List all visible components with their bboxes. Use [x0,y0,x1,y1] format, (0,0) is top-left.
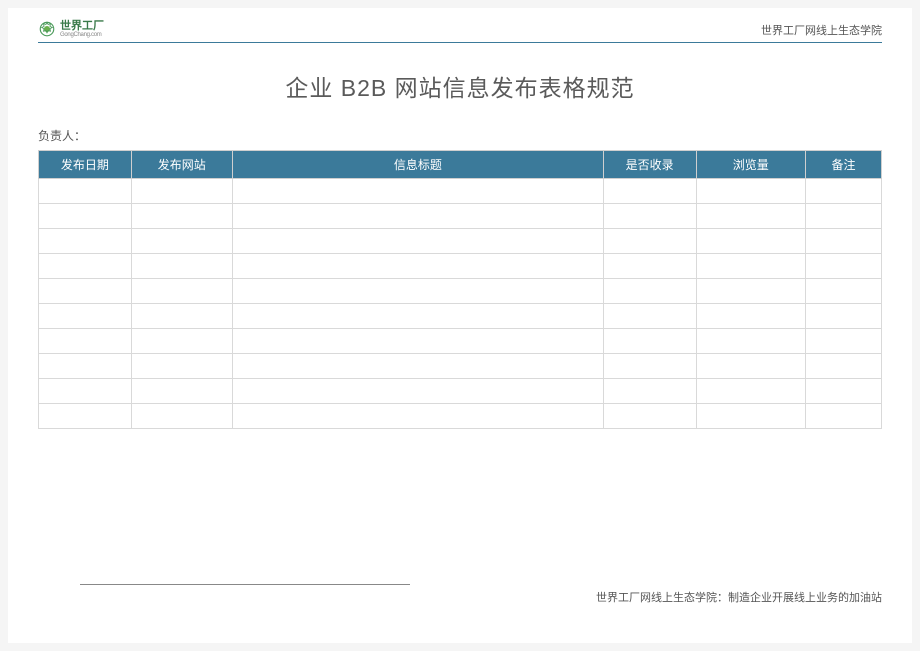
table-row [39,379,882,404]
table-cell [131,229,232,254]
table-row [39,304,882,329]
table-cell [131,304,232,329]
table-cell [39,179,132,204]
table-row [39,329,882,354]
table-cell [232,404,603,429]
table-cell [696,304,806,329]
table-cell [39,229,132,254]
table-row [39,254,882,279]
table-cell [232,279,603,304]
table-cell [232,329,603,354]
logo-text-block: 世界工厂 GongChang.com [60,21,104,38]
table-cell [232,379,603,404]
table-cell [232,354,603,379]
table-row [39,354,882,379]
table-cell [603,179,696,204]
table-cell [603,304,696,329]
table-cell [39,404,132,429]
table-cell [806,179,882,204]
logo-main-text: 世界工厂 [60,21,104,32]
table-cell [603,329,696,354]
table-cell [131,179,232,204]
logo-sub-text: GongChang.com [60,32,104,38]
document-page: 世界工厂 GongChang.com 世界工厂网线上生态学院 企业 B2B 网站… [8,8,912,643]
table-cell [131,279,232,304]
table-cell [131,204,232,229]
table-cell [696,379,806,404]
table-cell [806,379,882,404]
table-cell [603,354,696,379]
table-cell [696,354,806,379]
table-cell [806,229,882,254]
table-cell [806,329,882,354]
table-cell [232,179,603,204]
table-cell [603,279,696,304]
table-cell [39,204,132,229]
table-cell [232,304,603,329]
table-cell [39,279,132,304]
column-header-2: 信息标题 [232,151,603,179]
table-cell [603,254,696,279]
table-cell [696,254,806,279]
table-cell [232,229,603,254]
page-header: 世界工厂 GongChang.com 世界工厂网线上生态学院 [38,20,882,43]
column-header-3: 是否收录 [603,151,696,179]
table-cell [696,279,806,304]
table-cell [806,304,882,329]
table-cell [696,179,806,204]
table-cell [806,204,882,229]
table-row [39,229,882,254]
logo-block: 世界工厂 GongChang.com [38,20,104,38]
table-cell [39,329,132,354]
column-header-1: 发布网站 [131,151,232,179]
table-cell [232,204,603,229]
table-cell [603,404,696,429]
table-row [39,179,882,204]
table-cell [39,379,132,404]
column-header-4: 浏览量 [696,151,806,179]
table-cell [131,254,232,279]
footer-text: 世界工厂网线上生态学院：制造企业开展线上业务的加油站 [596,589,882,605]
page-title: 企业 B2B 网站信息发布表格规范 [38,69,882,103]
table-cell [131,379,232,404]
table-cell [806,254,882,279]
table-cell [696,204,806,229]
table-cell [696,329,806,354]
table-cell [131,329,232,354]
table-cell [603,229,696,254]
table-cell [39,304,132,329]
table-row [39,279,882,304]
table-cell [39,354,132,379]
responsible-label: 负责人： [38,127,882,144]
header-right-text: 世界工厂网线上生态学院 [761,22,882,38]
column-header-5: 备注 [806,151,882,179]
table-cell [806,279,882,304]
table-cell [806,404,882,429]
table-cell [131,354,232,379]
column-header-0: 发布日期 [39,151,132,179]
table-header: 发布日期发布网站信息标题是否收录浏览量备注 [39,151,882,179]
table-body [39,179,882,429]
table-cell [696,404,806,429]
table-cell [39,254,132,279]
table-cell [131,404,232,429]
table-row [39,204,882,229]
table-cell [603,204,696,229]
table-cell [603,379,696,404]
table-cell [232,254,603,279]
table-cell [696,229,806,254]
footer-divider [80,584,410,585]
table-cell [806,354,882,379]
publish-table: 发布日期发布网站信息标题是否收录浏览量备注 [38,150,882,429]
gear-globe-icon [38,20,56,38]
table-row [39,404,882,429]
